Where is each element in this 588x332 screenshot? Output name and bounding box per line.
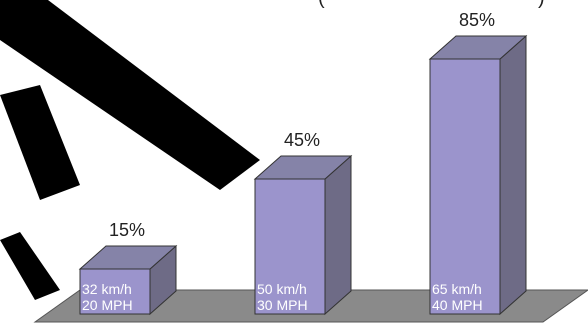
bar-category-label-1-line-1: 32 km/h — [82, 281, 132, 297]
bar-category-label-3-line-2: 40 MPH — [432, 297, 483, 313]
bar-value-label-2: 45% — [284, 130, 320, 150]
watermark-stroke-2 — [0, 85, 80, 200]
bar-1 — [79, 268, 151, 315]
watermark — [0, 0, 260, 300]
bar-category-label-2-line-2: 30 MPH — [257, 297, 308, 313]
watermark-stroke-3 — [0, 232, 60, 300]
bar-value-label-3: 85% — [459, 10, 495, 30]
watermark-stroke-1 — [0, 0, 260, 190]
bar-3 — [429, 58, 501, 315]
bar-category-label-2-line-1: 50 km/h — [257, 281, 307, 297]
bar-side-2 — [324, 154, 352, 316]
bar-category-label-3-line-1: 65 km/h — [432, 281, 482, 297]
bar-2 — [254, 178, 326, 315]
bar-value-label-1: 15% — [109, 220, 145, 240]
title-fragment-left: ( — [318, 0, 325, 9]
bar-side-3 — [499, 34, 527, 316]
bar-category-label-1-line-2: 20 MPH — [82, 297, 133, 313]
bar-series: 15% 32 km/h20 MPH 45% 50 km/h30 MPH 85% 65 km… — [78, 10, 528, 316]
title-fragment-right: ) — [538, 0, 545, 9]
